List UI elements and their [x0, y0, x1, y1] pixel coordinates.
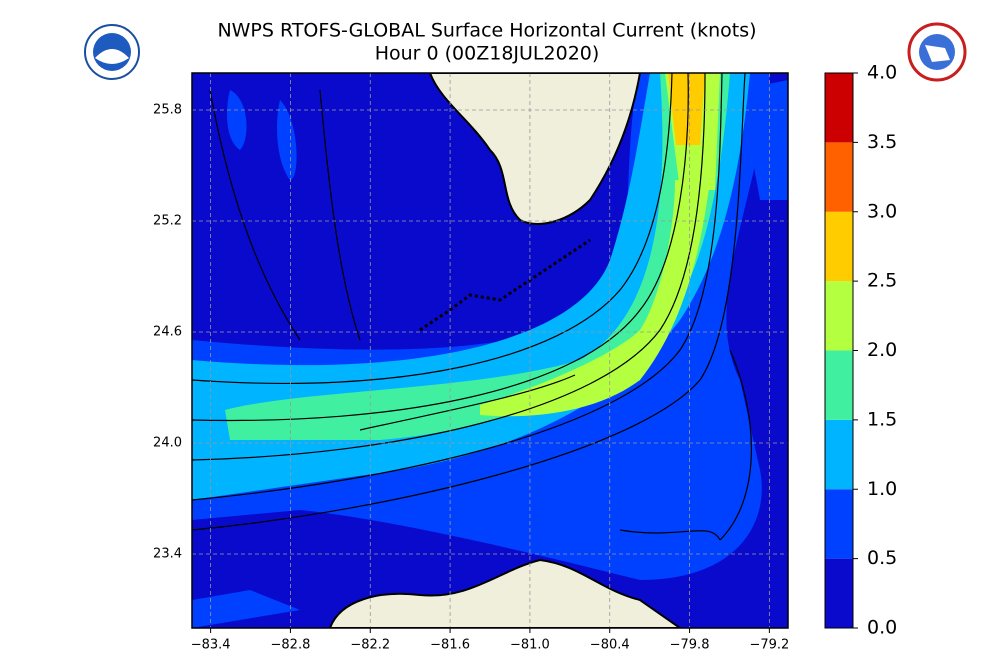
colorbar-segment: [825, 350, 853, 420]
y-tick-label: 25.2: [153, 214, 182, 229]
colorbar-label: 2.0: [867, 339, 897, 361]
x-tick-label: −82.8: [271, 638, 311, 653]
nws-logo: [907, 22, 967, 82]
colorbar-label: 0.0: [867, 617, 897, 639]
colorbar-label: 1.0: [867, 478, 897, 500]
x-tick-label: −82.2: [350, 638, 390, 653]
colorbar-label: 2.5: [867, 270, 897, 292]
title: NWPS RTOFS-GLOBAL Surface Horizontal Cur…: [217, 20, 756, 42]
colorbar-label: 1.5: [867, 408, 897, 430]
colorbar-segment: [825, 211, 853, 282]
colorbar-segment: [825, 281, 853, 351]
colorbar-segment: [825, 142, 853, 212]
x-tick-label: −80.4: [590, 638, 630, 653]
colorbar-label: 3.5: [867, 131, 897, 153]
y-tick-label: 23.4: [153, 547, 182, 562]
colorbar: 0.0 0.5 1.0 1.5 2.0 2.5 3.0 3.5 4.0: [824, 62, 897, 639]
map-field: [192, 73, 788, 628]
colorbar-label: 3.0: [867, 200, 897, 222]
subtitle: Hour 0 (00Z18JUL2020): [375, 43, 600, 65]
y-tick-label: 24.0: [153, 436, 182, 451]
colorbar-label: 0.5: [867, 547, 897, 569]
colorbar-segment: [825, 419, 853, 490]
y-tick-label: 25.8: [153, 103, 182, 118]
noaa-logo: [84, 24, 140, 80]
colorbar-segment: [825, 489, 853, 559]
colorbar-segment: [825, 558, 853, 628]
x-tick-label: −81.6: [430, 638, 470, 653]
colorbar-segment: [825, 73, 853, 143]
x-tick-label: −81.0: [510, 638, 550, 653]
plot-frame: [191, 72, 789, 629]
x-tick-label: −79.2: [749, 638, 789, 653]
x-tick-label: −83.4: [191, 638, 231, 653]
axes: −83.4 −82.8 −82.2 −81.6 −81.0 −80.4 −79.8 −79.2…: [153, 73, 789, 653]
x-tick-label: −79.8: [670, 638, 710, 653]
colorbar-label: 4.0: [867, 62, 897, 84]
y-tick-label: 24.6: [153, 325, 182, 340]
